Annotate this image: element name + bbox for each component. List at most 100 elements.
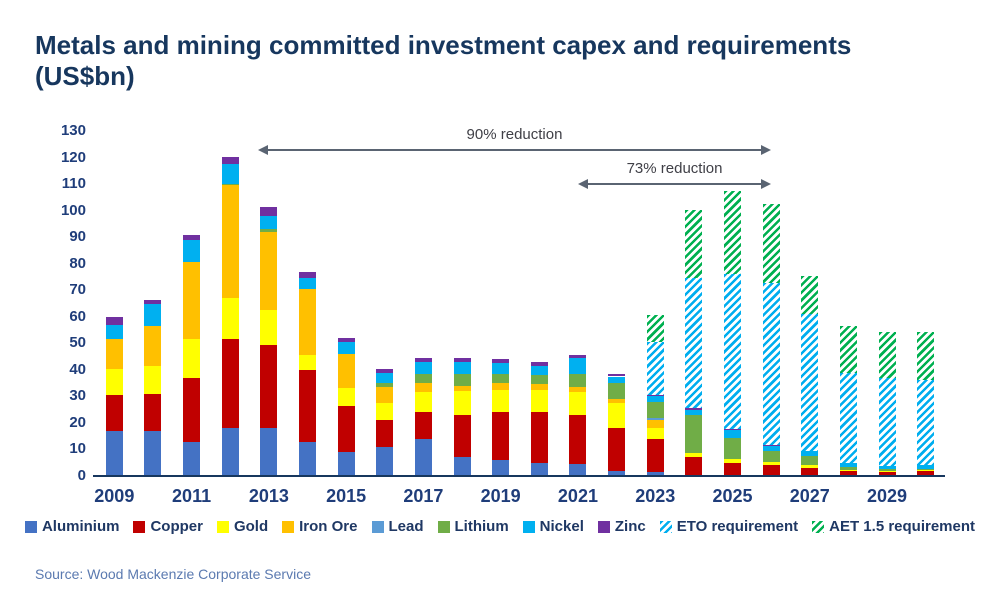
x-label-2023: 2023 — [635, 486, 676, 506]
bar-2029 — [878, 332, 896, 476]
bar-2028-lithium — [839, 466, 857, 471]
bar-2009-aluminium — [105, 430, 123, 476]
annotation-arrow-line-0 — [266, 148, 763, 151]
bar-2028-aet-1-5-requirement — [839, 325, 857, 373]
bar-2014-aluminium — [299, 441, 316, 476]
x-label-2025: 2025 — [712, 486, 753, 506]
bar-2028-nickel — [839, 462, 857, 467]
bar-2015-aluminium — [337, 452, 355, 476]
legend-swatch-zinc — [597, 520, 610, 533]
bar-2009 — [105, 316, 123, 476]
bar-2013-copper — [260, 344, 278, 429]
bar-2022-gold — [608, 403, 626, 429]
bar-2009-zinc — [105, 316, 123, 325]
bar-2017-copper — [414, 412, 432, 439]
bar-2012-aluminium — [221, 428, 239, 476]
bar-2020 — [530, 361, 548, 476]
bar-2016-gold — [376, 403, 394, 421]
bar-2030-aet-1-5-requirement — [917, 331, 935, 381]
bar-2020-nickel — [530, 365, 548, 376]
x-label-2009: 2009 — [94, 486, 135, 506]
bar-2024-gold — [685, 452, 703, 458]
bar-2029-gold — [878, 470, 896, 472]
bar-2012-copper — [221, 339, 239, 429]
bar-2019-zinc — [492, 359, 510, 364]
x-axis-line — [93, 475, 945, 477]
bar-2010-copper — [144, 393, 162, 431]
bar-2026-lithium — [762, 451, 780, 462]
arrow-head-right-icon — [761, 144, 772, 155]
bar-2028-copper — [839, 471, 857, 476]
legend-item-zinc: Zinc — [597, 518, 646, 535]
y-tick-50: 50 — [69, 334, 86, 352]
y-tick-100: 100 — [60, 201, 86, 219]
bar-2023-copper — [646, 438, 664, 473]
bar-2014-copper — [299, 369, 316, 442]
x-label-2013: 2013 — [248, 486, 289, 506]
bar-2015-copper — [337, 405, 355, 453]
bar-2024-copper — [685, 457, 703, 475]
bar-2012-zinc — [221, 157, 239, 164]
arrow-head-right-icon — [761, 179, 772, 190]
bar-2027-lithium — [801, 455, 819, 466]
bar-2026-nickel — [762, 446, 780, 452]
bar-2014-gold — [299, 355, 316, 370]
bar-2015-zinc — [337, 338, 355, 342]
bar-2018-aluminium — [453, 457, 471, 476]
bar-2024-lithium — [685, 414, 703, 453]
bar-2024-aet-1-5-requirement — [685, 210, 703, 279]
bar-2026-eto-requirement — [762, 282, 780, 446]
bar-2021-aluminium — [569, 464, 587, 476]
source-text: Source: Wood Mackenzie Corporate Service — [35, 566, 311, 582]
bar-2011-copper — [183, 377, 201, 442]
bar-2024-eto-requirement — [685, 278, 703, 409]
bar-2011 — [183, 234, 201, 476]
bar-2027-nickel — [801, 450, 819, 456]
bar-2016-lithium — [376, 383, 394, 388]
bar-2028 — [839, 325, 857, 476]
bar-2014-iron-ore — [299, 288, 316, 356]
bar-2025-aet-1-5-requirement — [724, 191, 741, 275]
bar-2023-zinc — [646, 394, 664, 397]
bar-2021-nickel — [569, 357, 587, 374]
bar-2021-iron-ore — [569, 387, 587, 393]
chart-title-line2: (US$bn) — [35, 61, 135, 91]
bar-2023 — [646, 314, 664, 476]
legend-item-iron-ore: Iron Ore — [282, 518, 358, 535]
bar-2026-gold — [762, 461, 780, 465]
bar-2011-gold — [183, 339, 201, 378]
bar-2012-iron-ore — [221, 185, 239, 299]
bar-2011-aluminium — [183, 441, 201, 476]
bar-2016-iron-ore — [376, 387, 394, 404]
legend-label-nickel: Nickel — [539, 518, 584, 535]
legend-label-aluminium: Aluminium — [41, 518, 120, 535]
bar-2023-aet-1-5-requirement — [646, 314, 664, 342]
legend-swatch-aet-1-5-requirement — [812, 520, 825, 533]
legend-label-copper: Copper — [150, 518, 203, 535]
bar-2019-iron-ore — [492, 383, 510, 390]
x-label-2015: 2015 — [326, 486, 367, 506]
bar-2012 — [221, 157, 239, 476]
bar-2013-nickel — [260, 215, 278, 230]
bar-2023-eto-requirement — [646, 342, 664, 395]
bar-2026-aet-1-5-requirement — [762, 204, 780, 283]
bar-2027-aet-1-5-requirement — [801, 276, 819, 314]
y-tick-130: 130 — [60, 122, 86, 139]
bar-2012-nickel — [221, 163, 239, 184]
bar-2012-gold — [221, 298, 239, 340]
bar-2015-gold — [337, 388, 355, 406]
bar-2018 — [453, 357, 471, 476]
legend-swatch-eto-requirement — [659, 520, 672, 533]
legend-label-eto-requirement: ETO requirement — [676, 518, 799, 535]
bar-2015-iron-ore — [337, 353, 355, 389]
bar-2022 — [608, 373, 626, 476]
bar-2020-zinc — [530, 361, 548, 366]
y-tick-110: 110 — [61, 175, 86, 193]
bar-2014-zinc — [299, 271, 316, 279]
bar-2018-lithium — [453, 373, 471, 386]
bar-2023-lead — [646, 417, 664, 421]
bar-2023-iron-ore — [646, 420, 664, 429]
bar-2015-nickel — [337, 342, 355, 354]
bar-2030-lithium — [917, 468, 935, 471]
legend: Aluminium Copper Gold Iron Ore Lead Lithium Ni… — [0, 518, 1000, 535]
